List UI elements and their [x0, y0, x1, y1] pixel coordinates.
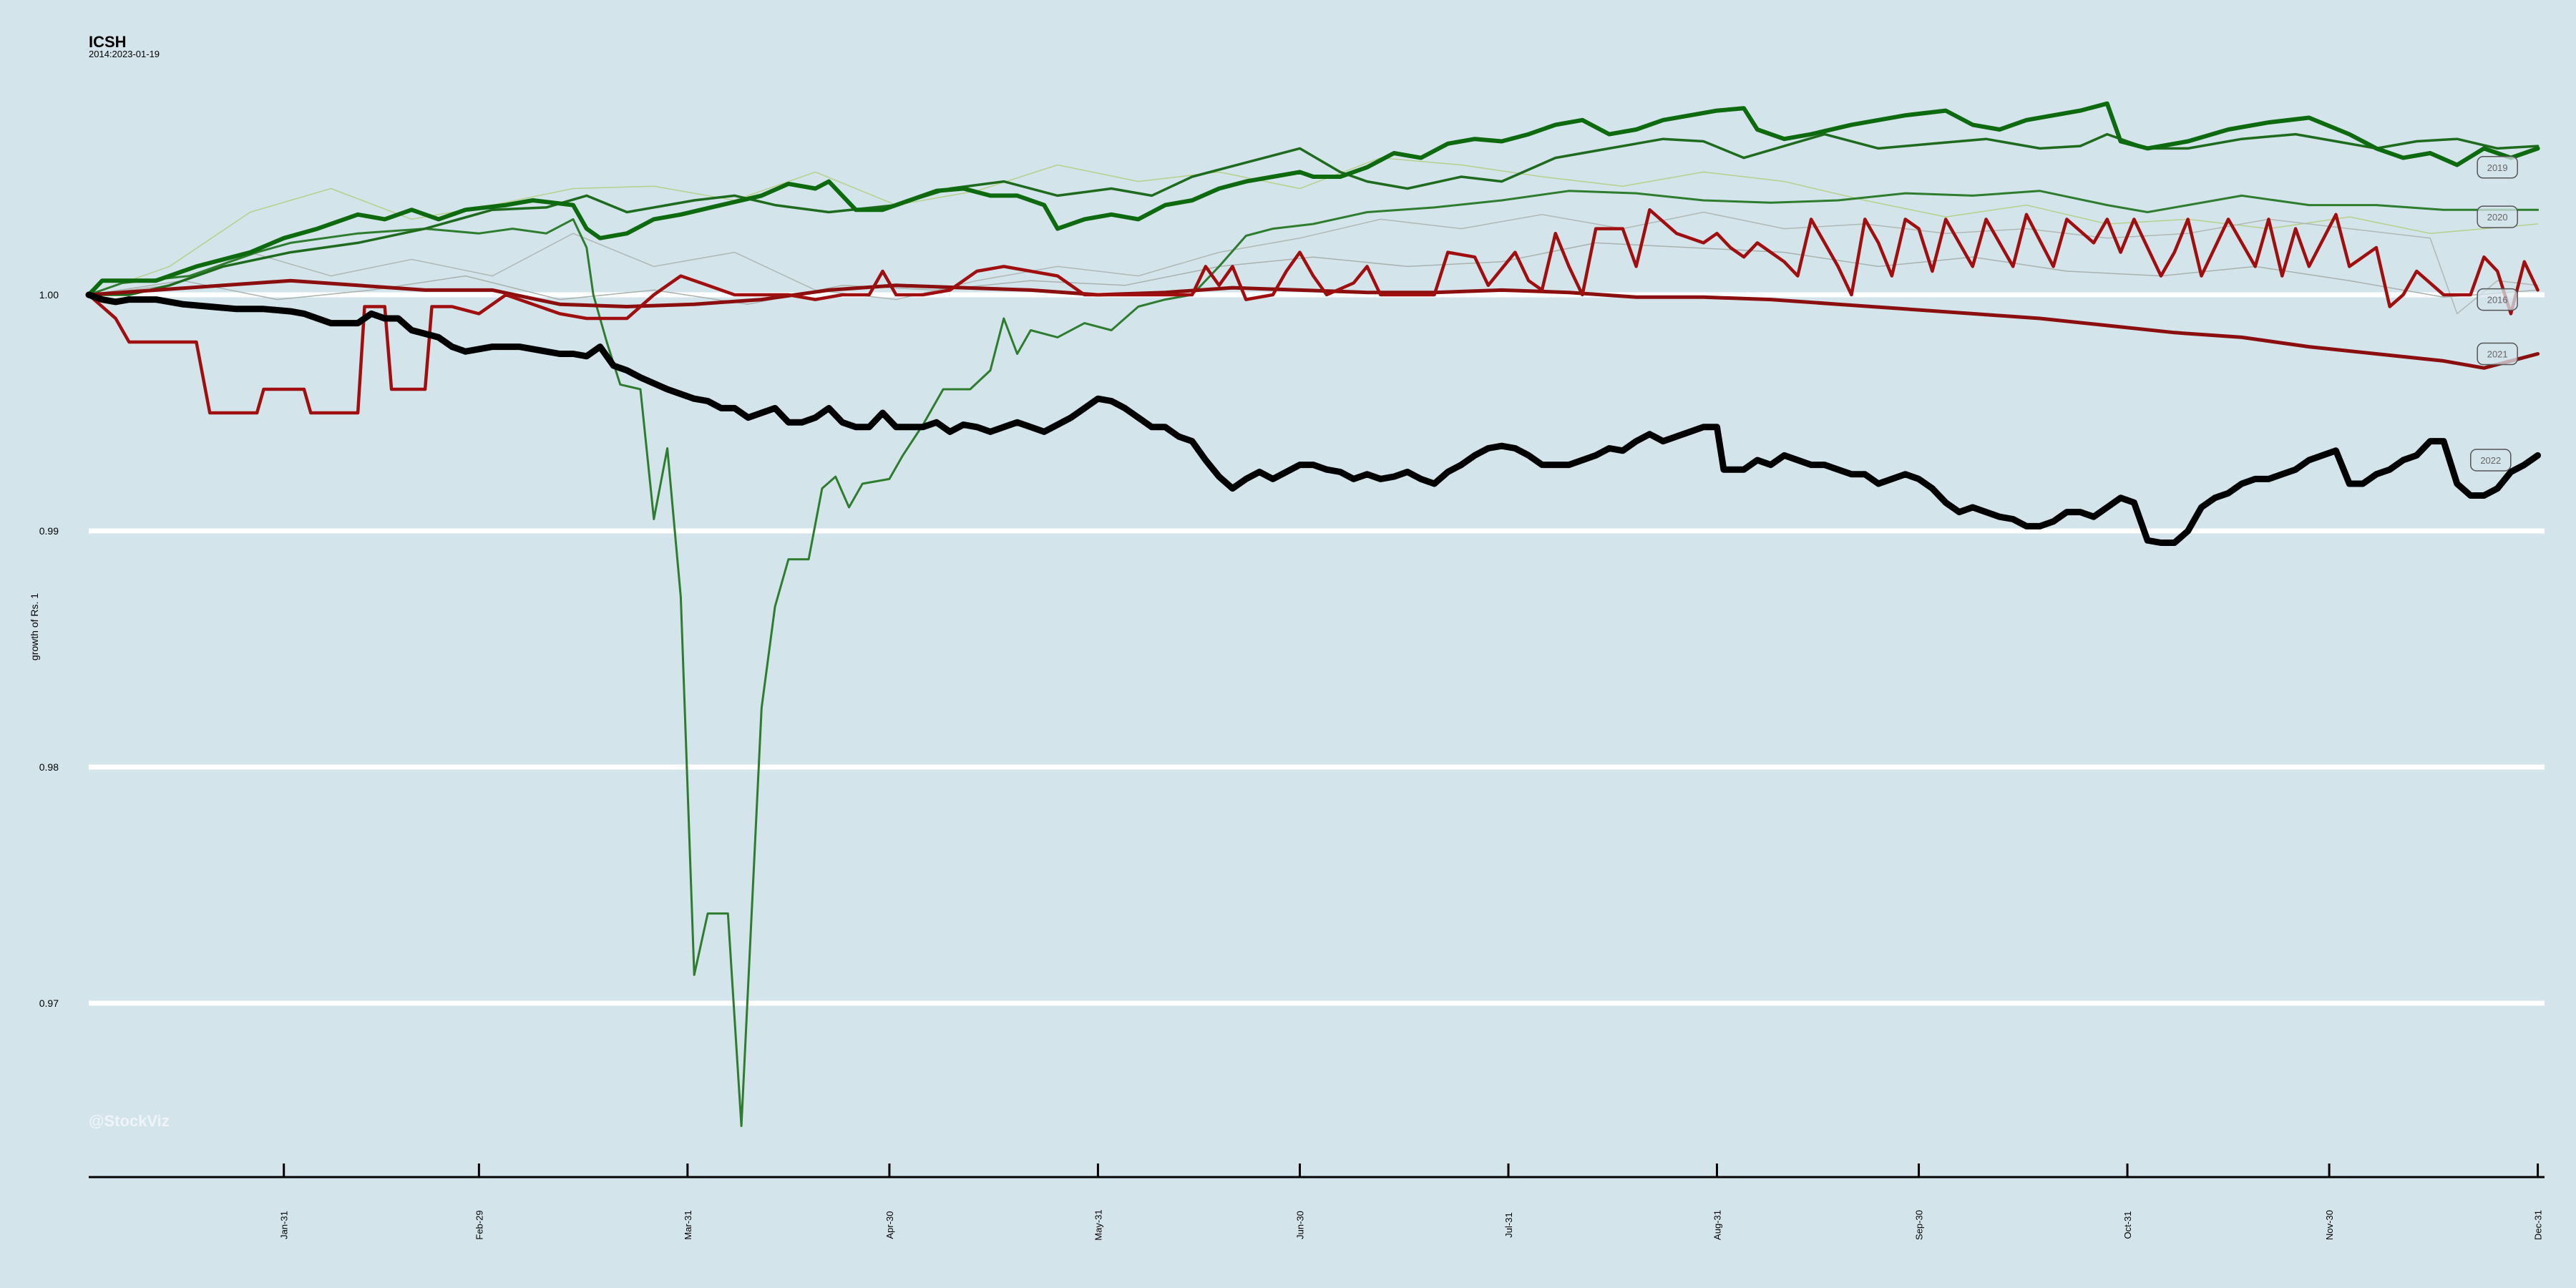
series-tag-box — [2470, 449, 2512, 472]
series-tag-box — [2477, 156, 2518, 179]
series-tag-box — [2477, 342, 2518, 366]
chart-title: ICSH — [89, 33, 127, 51]
x-tick-label: Mar-31 — [683, 1210, 693, 1239]
series-tag-label: 2020 — [2487, 212, 2508, 223]
series-line-2019 — [87, 101, 2540, 297]
series-line-2015 — [88, 211, 2539, 315]
series-tag-box — [2477, 288, 2518, 311]
x-tick-label: Oct-31 — [2122, 1211, 2133, 1239]
x-tick-label: Nov-30 — [2324, 1210, 2335, 1240]
x-tick-label: Dec-31 — [2533, 1210, 2544, 1240]
x-tick-label: May-31 — [1093, 1209, 1103, 1240]
series-lines — [85, 101, 2542, 1128]
y-tick-label: 0.99 — [39, 525, 59, 537]
watermark: @StockViz — [89, 1112, 170, 1130]
series-tag-label: 2016 — [2487, 295, 2508, 306]
x-tick-label: Jul-31 — [1503, 1212, 1514, 1237]
series-tag-label: 2021 — [2487, 349, 2508, 360]
x-tick-label: Jan-31 — [279, 1211, 290, 1239]
series-tag-box — [2477, 205, 2518, 228]
y-tick-label: 0.97 — [39, 997, 59, 1009]
chart-subtitle: 2014:2023-01-19 — [89, 49, 160, 59]
series-line-2022 — [85, 291, 2542, 546]
series-tags: 2019 2020 2016 2021 2022 — [2470, 156, 2518, 472]
series-line-2020 — [87, 278, 2540, 370]
series-tag-label: 2019 — [2487, 162, 2508, 173]
y-tick-label: 0.98 — [39, 761, 59, 773]
x-tick-label: Feb-29 — [474, 1210, 484, 1239]
series-tag-label: 2022 — [2480, 455, 2501, 466]
series-line-2021 — [87, 208, 2540, 415]
x-tick-label: Sep-30 — [1914, 1210, 1925, 1240]
x-tick-label: Jun-30 — [1294, 1211, 1305, 1239]
series-line-2016 — [88, 242, 2539, 305]
x-tick-label: Aug-31 — [1712, 1210, 1722, 1240]
y-tick-label: 1.00 — [39, 289, 59, 301]
grid-lines: 1.00 0.99 0.98 0.97 — [39, 289, 2545, 1009]
series-line-2018 — [87, 132, 2540, 296]
x-axis: Jan-31 Feb-29 Mar-31 Apr-30 May-31 Jun-30 Jul-… — [89, 1163, 2545, 1241]
series-line-2017 — [87, 190, 2540, 1128]
x-tick-label: Apr-30 — [884, 1211, 895, 1239]
